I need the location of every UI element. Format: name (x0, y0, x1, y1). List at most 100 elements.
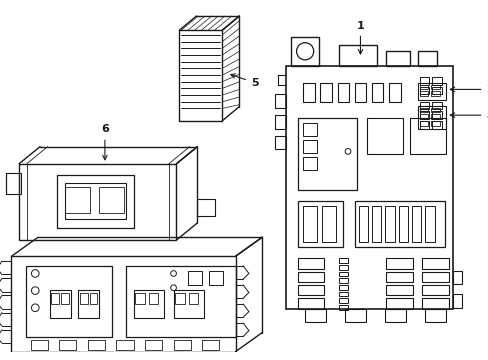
Bar (49, 290, 70, 318)
Text: 4: 4 (0, 359, 1, 360)
Bar (80, 293, 87, 304)
Bar (89, 293, 97, 304)
Bar (338, 285, 347, 290)
Bar (320, 83, 331, 102)
Bar (297, 285, 324, 296)
Text: 1: 1 (356, 21, 364, 54)
Bar (338, 271, 347, 276)
Text: 3: 3 (449, 110, 488, 120)
Bar (202, 340, 219, 350)
Bar (285, 66, 452, 309)
Bar (386, 258, 412, 269)
Bar (60, 352, 79, 360)
Bar (431, 77, 441, 85)
Bar (11, 256, 235, 352)
Bar (274, 115, 285, 129)
Bar (197, 352, 216, 360)
Bar (345, 309, 366, 322)
Bar (125, 266, 235, 337)
Bar (385, 309, 406, 322)
Bar (175, 293, 184, 304)
Bar (425, 309, 446, 322)
Bar (338, 265, 347, 270)
Bar (419, 77, 428, 85)
Bar (358, 206, 367, 242)
Bar (59, 340, 76, 350)
Bar (354, 83, 366, 102)
Bar (297, 298, 324, 309)
Bar (431, 102, 441, 109)
Bar (338, 45, 376, 66)
Bar (99, 187, 124, 213)
Bar (417, 105, 446, 130)
Bar (338, 298, 347, 303)
Bar (419, 102, 428, 109)
Bar (187, 271, 202, 285)
Bar (197, 199, 214, 216)
Text: 6: 6 (101, 125, 109, 160)
Bar (422, 285, 448, 296)
Bar (148, 293, 158, 304)
Bar (419, 121, 428, 129)
Bar (305, 309, 325, 322)
Bar (338, 305, 347, 310)
Bar (173, 340, 190, 350)
Bar (354, 201, 445, 247)
Bar (116, 340, 133, 350)
Bar (303, 157, 316, 171)
Bar (303, 123, 316, 136)
Bar (297, 271, 324, 282)
Bar (135, 293, 144, 304)
Bar (409, 118, 446, 154)
Bar (366, 118, 403, 154)
Bar (431, 121, 441, 129)
Bar (371, 83, 383, 102)
Bar (303, 206, 316, 242)
Bar (430, 121, 439, 126)
Bar (419, 85, 427, 89)
Bar (188, 293, 198, 304)
Bar (51, 293, 59, 304)
Bar (386, 285, 412, 296)
Bar (337, 83, 348, 102)
Bar (419, 121, 427, 126)
Bar (430, 108, 439, 112)
Bar (422, 258, 448, 269)
Bar (430, 85, 439, 89)
Bar (303, 83, 314, 102)
Bar (274, 94, 285, 108)
Bar (26, 352, 45, 360)
Text: 5: 5 (230, 74, 258, 88)
Bar (297, 201, 343, 247)
Bar (322, 206, 335, 242)
Bar (386, 51, 409, 66)
Bar (452, 271, 462, 284)
Bar (78, 290, 99, 318)
Bar (297, 118, 356, 189)
Bar (388, 83, 400, 102)
Bar (419, 111, 428, 119)
Bar (61, 293, 68, 304)
Bar (417, 51, 436, 66)
Bar (208, 271, 223, 285)
Bar (173, 290, 203, 318)
Bar (452, 294, 462, 308)
Bar (338, 258, 347, 263)
Bar (386, 271, 412, 282)
Bar (290, 37, 319, 66)
Bar (6, 173, 21, 194)
Bar (411, 206, 421, 242)
Bar (398, 206, 407, 242)
Bar (94, 352, 113, 360)
Bar (303, 140, 316, 153)
Bar (65, 183, 125, 219)
Bar (371, 206, 381, 242)
Bar (430, 114, 439, 119)
Bar (30, 340, 48, 350)
Bar (419, 114, 427, 119)
Text: 2: 2 (449, 84, 488, 94)
Bar (430, 91, 439, 96)
Bar (297, 258, 324, 269)
Bar (57, 175, 133, 228)
Bar (422, 271, 448, 282)
